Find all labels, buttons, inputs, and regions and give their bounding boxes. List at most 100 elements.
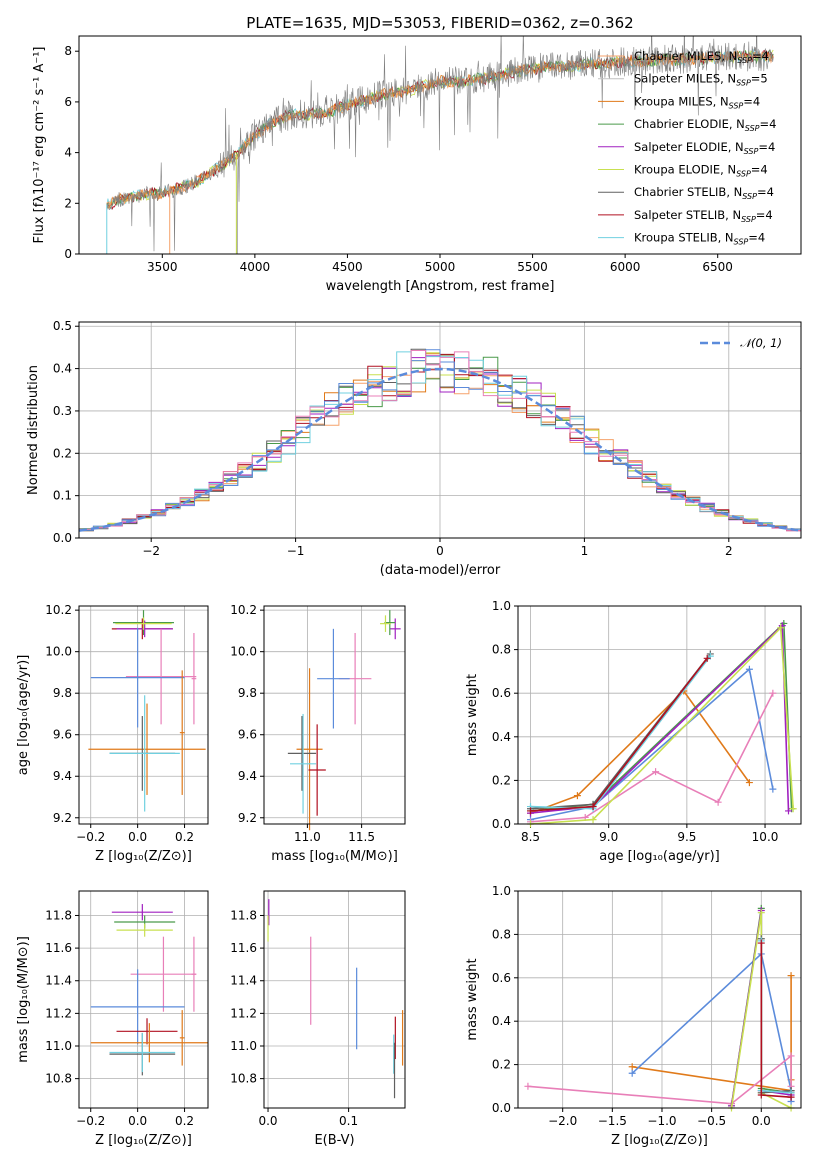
x-tick-label: 6500 [702, 260, 733, 274]
y-tick-label: 0.4 [492, 730, 511, 744]
weight-series [530, 657, 708, 812]
axes-frame [517, 605, 802, 825]
y-tick-label: 9.2 [53, 811, 72, 825]
weight-marker [628, 1063, 636, 1071]
y-tick-label: 9.6 [238, 728, 257, 742]
y-tick-label: 9.4 [238, 769, 257, 783]
legend-entry: Kroupa MILES, NSSP=4 [634, 94, 760, 110]
y-tick-label: 9.4 [53, 769, 72, 783]
x-tick-label: 4500 [332, 260, 363, 274]
weight-marker [769, 689, 777, 697]
x-axis-label: E(B-V) [314, 1133, 354, 1148]
y-tick-label: 9.8 [53, 686, 72, 700]
y-tick-label: 0.5 [53, 319, 72, 333]
y-tick-label: 1.0 [492, 884, 511, 898]
weight-marker [777, 624, 785, 632]
y-tick-label: 2 [64, 196, 72, 210]
y-tick-label: 0.3 [53, 404, 72, 418]
x-tick-label: 5500 [517, 260, 548, 274]
axes-frame [78, 605, 209, 825]
x-tick-label: −2.0 [548, 1114, 577, 1128]
weight-marker [714, 798, 722, 806]
x-tick-label: 0.0 [752, 1114, 771, 1128]
x-axis-label: mass [log₁₀(M/M⊙)] [271, 849, 398, 864]
residuals-panel: −2 −1 0 1 2 0.0 0.1 0.2 0.3 0.4 0.5 (data-model)/er… [26, 319, 802, 578]
spectrum-panel: 3500 4000 4500 5000 5500 6000 6500 0 2 4 6 8 wavelen… [32, 35, 802, 294]
weight-marker [789, 805, 797, 813]
y-tick-label: 10.0 [230, 645, 257, 659]
x-axis-label: (data-model)/error [380, 563, 501, 578]
x-axis-label: Z [log₁₀(Z/Z⊙)] [95, 1133, 192, 1148]
weight-series [632, 975, 792, 1092]
x-tick-label: 0.0 [128, 830, 147, 844]
weight-vs-Z-panel: −2.0 −1.5 −1.0 −0.5 0.0 0.0 0.2 0.4 0.6 0.8 1.0 Z [… [465, 884, 802, 1148]
weight-marker [524, 1082, 532, 1090]
legend-entry: Kroupa STELIB, NSSP=4 [634, 231, 765, 247]
y-tick-label: 0.2 [492, 1058, 511, 1072]
y-axis-label: age [log₁₀(age/yr)] [16, 655, 31, 776]
residual-histogram [79, 350, 801, 531]
mass-vs-ebv-panel: 0.0 0.1 10.8 11.0 11.2 11.4 11.6 11.8 E(B-V) [230, 890, 406, 1148]
x-tick-label: 9.5 [677, 830, 696, 844]
y-tick-label: 9.2 [238, 811, 257, 825]
y-tick-label: 4 [64, 146, 72, 160]
weight-marker [787, 972, 795, 980]
x-tick-label: 11.5 [348, 830, 375, 844]
legend-entry: Salpeter MILES, NSSP=5 [634, 72, 768, 88]
weight-series [530, 667, 774, 821]
x-tick-label: 4000 [240, 260, 271, 274]
x-tick-label: 0.0 [128, 1114, 147, 1128]
y-tick-label: 0.2 [53, 446, 72, 460]
weight-series [530, 689, 751, 814]
legend-entry: Salpeter ELODIE, NSSP=4 [634, 140, 775, 156]
x-tick-label: 0.0 [258, 1114, 277, 1128]
figure-title: PLATE=1635, MJD=53053, FIBERID=0362, z=0… [246, 14, 633, 32]
y-tick-label: 10.8 [230, 1072, 257, 1086]
weight-marker [589, 803, 597, 811]
weight-marker [589, 816, 597, 824]
x-tick-label: −1 [287, 544, 305, 558]
x-tick-label: 0.1 [339, 1114, 358, 1128]
age-vs-Z-panel: −0.2 0.0 0.2 9.2 9.4 9.6 9.8 10.0 10.2 Z [log₁₀(Z… [16, 603, 209, 864]
y-tick-label: 0.2 [492, 773, 511, 787]
weight-vs-age-panel: 8.5 9.0 9.5 10.0 0.0 0.2 0.4 0.6 0.8 1.0 age [log₁… [465, 599, 802, 864]
x-tick-label: 10.0 [752, 830, 779, 844]
x-axis-label: Z [log₁₀(Z/Z⊙)] [611, 1133, 708, 1148]
x-tick-label: 0.2 [175, 1114, 194, 1128]
legend-entry: Chabrier STELIB, NSSP=4 [634, 185, 774, 201]
axes-frame [263, 605, 406, 825]
y-tick-label: 0.4 [492, 1014, 511, 1028]
x-axis-label: wavelength [Angstrom, rest frame] [326, 279, 555, 294]
y-tick-label: 11.6 [230, 941, 257, 955]
x-axis-label: Z [log₁₀(Z/Z⊙)] [95, 849, 192, 864]
x-tick-label: 2 [725, 544, 733, 558]
weight-series [530, 623, 790, 814]
weight-marker [787, 1052, 795, 1060]
axes-frame [517, 890, 802, 1109]
axes-frame [78, 321, 802, 539]
y-tick-label: 6 [64, 95, 72, 109]
y-tick-label: 11.8 [45, 908, 72, 922]
weight-marker [769, 785, 777, 793]
weight-marker [787, 1093, 795, 1101]
weight-marker [745, 779, 753, 787]
weight-marker [652, 768, 660, 776]
y-axis-label: Normed distribution [26, 365, 41, 495]
y-tick-label: 11.0 [230, 1039, 257, 1053]
y-tick-label: 11.4 [230, 974, 257, 988]
y-tick-label: 11.2 [230, 1006, 257, 1020]
x-tick-label: −0.2 [76, 830, 105, 844]
residual-histogram [79, 348, 801, 532]
weight-marker [573, 792, 581, 800]
y-tick-label: 0.8 [492, 643, 511, 657]
y-tick-label: 0.6 [492, 971, 511, 985]
legend-entry: Chabrier ELODIE, NSSP=4 [634, 117, 776, 133]
x-tick-label: 3500 [147, 260, 178, 274]
x-tick-label: 8.5 [521, 830, 540, 844]
mass-vs-Z-panel: −0.2 0.0 0.2 10.8 11.0 11.2 11.4 11.6 11.8 Z [log… [16, 890, 209, 1148]
x-tick-label: −0.2 [76, 1114, 105, 1128]
x-tick-label: −0.5 [697, 1114, 726, 1128]
weight-series [530, 625, 794, 825]
y-tick-label: 11.2 [45, 1006, 72, 1020]
legend-entry: Chabrier MILES, NSSP=4 [634, 49, 769, 65]
